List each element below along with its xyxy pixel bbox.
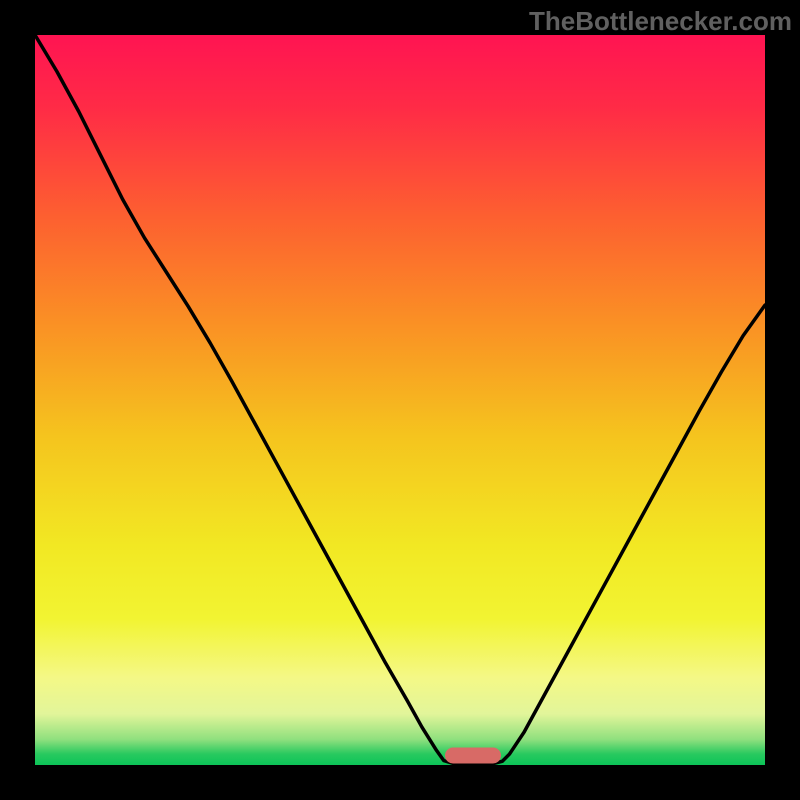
watermark-text: TheBottlenecker.com bbox=[529, 6, 792, 37]
optimal-marker bbox=[445, 748, 501, 764]
gradient-background bbox=[35, 35, 765, 765]
bottleneck-plot bbox=[35, 35, 765, 765]
chart-frame: TheBottlenecker.com bbox=[0, 0, 800, 800]
